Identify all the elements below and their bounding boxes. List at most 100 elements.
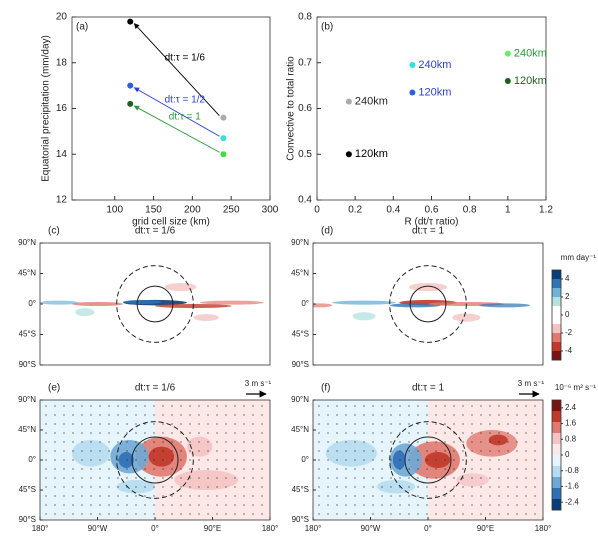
vector-dot: [162, 423, 164, 425]
panel-label: (b): [321, 22, 333, 33]
vector-dot: [243, 477, 245, 479]
vector-dot: [216, 414, 218, 416]
vector-dot: [381, 414, 383, 416]
vector-dot: [462, 504, 464, 506]
vector-dot: [318, 441, 320, 443]
vector-dot: [63, 459, 65, 461]
outer-circle: [116, 265, 194, 343]
vector-dot: [81, 414, 83, 416]
y-tick-label: 45°S: [19, 330, 36, 339]
vector-dot: [372, 477, 374, 479]
vector-dot: [180, 495, 182, 497]
y-tick-label: 0°: [28, 299, 36, 308]
vector-dot: [345, 423, 347, 425]
outer-circle: [116, 421, 194, 499]
vector-dot: [162, 432, 164, 434]
vector-dot: [135, 441, 137, 443]
vector-dot: [363, 405, 365, 407]
vector-dot: [108, 423, 110, 425]
vector-dot: [225, 441, 227, 443]
vector-dot: [363, 423, 365, 425]
vector-dot: [198, 441, 200, 443]
vector-dot: [189, 414, 191, 416]
vector-dot: [336, 432, 338, 434]
vector-dot: [126, 423, 128, 425]
vector-dot: [234, 513, 236, 515]
vector-dot: [108, 405, 110, 407]
vector-dot: [243, 513, 245, 515]
vector-dot: [117, 405, 119, 407]
point-label: 120km: [355, 148, 388, 160]
vector-dot: [243, 459, 245, 461]
vector-dot: [207, 450, 209, 452]
vector-dot: [363, 468, 365, 470]
vector-dot: [45, 486, 47, 488]
vector-dot: [336, 468, 338, 470]
vector-dot: [480, 504, 482, 506]
vector-dot: [471, 486, 473, 488]
y-tick-label: 90°N: [291, 238, 309, 247]
vector-dot: [345, 513, 347, 515]
vector-dot: [153, 477, 155, 479]
vector-dot: [126, 414, 128, 416]
colorbar-cell: [552, 306, 561, 316]
vector-dot: [480, 432, 482, 434]
y-tick-label: 90°S: [19, 515, 36, 524]
vector-dot: [336, 495, 338, 497]
vector-dot: [171, 468, 173, 470]
vector-dot: [126, 432, 128, 434]
vector-dot: [381, 405, 383, 407]
x-tick-label: 1.2: [539, 205, 553, 216]
colorbar-tick-label: 2: [565, 292, 570, 301]
vector-dot: [426, 459, 428, 461]
vector-dot: [399, 495, 401, 497]
vector-dot: [225, 414, 227, 416]
point-label: 120km: [514, 75, 547, 87]
vector-dot: [153, 459, 155, 461]
vector-dot: [144, 486, 146, 488]
vector-dot: [225, 405, 227, 407]
vector-dot: [408, 414, 410, 416]
vector-dot: [327, 405, 329, 407]
vector-dot: [126, 441, 128, 443]
vector-dot: [252, 495, 254, 497]
vector-dot: [318, 405, 320, 407]
vector-dot: [525, 450, 527, 452]
vector-dot: [372, 414, 374, 416]
vector-dot: [426, 477, 428, 479]
vector-dot: [534, 459, 536, 461]
vector-dot: [72, 414, 74, 416]
colorbar-cell: [552, 400, 561, 412]
vector-dot: [171, 504, 173, 506]
vector-dot: [390, 495, 392, 497]
x-tick-label: 180°: [535, 524, 552, 533]
vector-dot: [126, 477, 128, 479]
point: [409, 62, 416, 69]
vector-dot: [261, 504, 263, 506]
vector-dot: [462, 495, 464, 497]
vector-dot: [426, 432, 428, 434]
vector-dot: [327, 423, 329, 425]
vector-dot: [108, 450, 110, 452]
panel-label: (c): [48, 226, 60, 237]
vector-dot: [234, 405, 236, 407]
y-tick-label: 90°S: [19, 360, 36, 369]
vector-dot: [243, 405, 245, 407]
vector-dot: [99, 441, 101, 443]
vector-dot: [225, 495, 227, 497]
vector-dot: [390, 477, 392, 479]
vector-dot: [354, 513, 356, 515]
vector-dot: [90, 477, 92, 479]
vector-dot: [480, 414, 482, 416]
vector-dot: [99, 504, 101, 506]
vector-dot: [444, 414, 446, 416]
vector-dot: [63, 432, 65, 434]
vector-dot: [426, 495, 428, 497]
vector-dot: [345, 495, 347, 497]
vector-dot: [162, 495, 164, 497]
vector-dot: [162, 486, 164, 488]
vector-dot: [63, 441, 65, 443]
vector-dot: [534, 495, 536, 497]
vector-dot: [489, 450, 491, 452]
vector-dot: [234, 486, 236, 488]
